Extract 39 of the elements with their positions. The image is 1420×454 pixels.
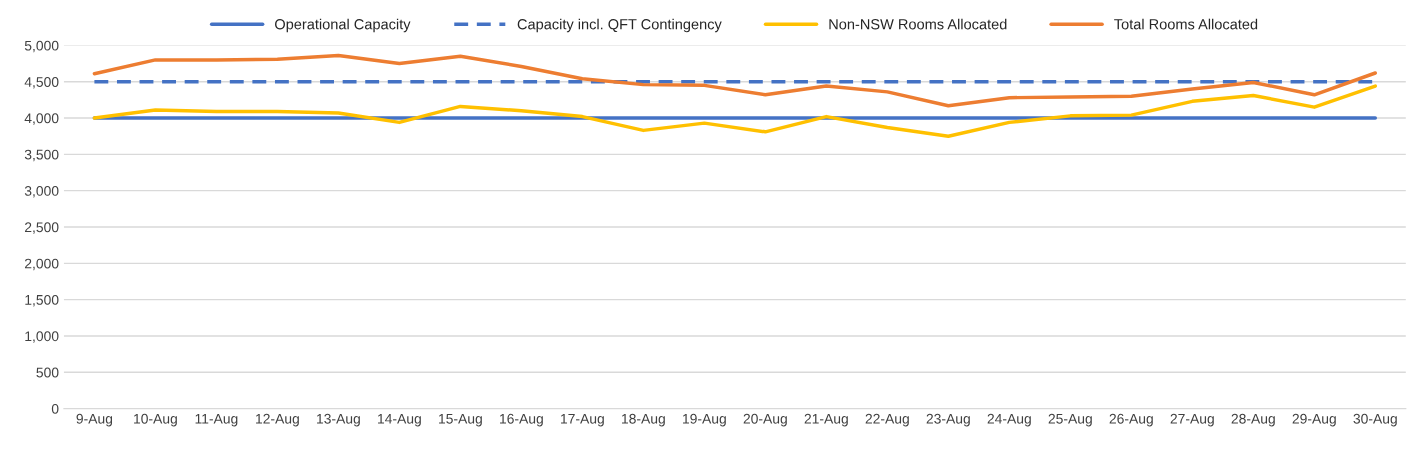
y-tick-label: 500 — [36, 367, 59, 378]
x-tick-label: 24-Aug — [987, 413, 1031, 427]
y-tick-label: 4,500 — [24, 77, 59, 89]
legend-label: Capacity incl. QFT Contingency — [517, 18, 722, 33]
x-tick-label: 30-Aug — [1353, 413, 1397, 427]
line-series — [92, 53, 1378, 108]
y-tick-label: 2,000 — [24, 258, 59, 271]
legend-label: Total Rooms Allocated — [1114, 18, 1258, 30]
x-tick-label: 9-Aug — [76, 413, 113, 427]
x-tick-label: 16-Aug — [500, 413, 543, 427]
x-tick-label: 14-Aug — [378, 413, 421, 427]
x-tick-label: 28-Aug — [1231, 413, 1275, 427]
x-tick-label: 13-Aug — [317, 413, 360, 427]
y-tick-label: 1,000 — [25, 331, 59, 343]
legend-label: Operational Capacity — [275, 18, 411, 33]
x-tick-label: 26-Aug — [1109, 413, 1153, 427]
y-tick-label: 5,000 — [24, 40, 59, 53]
x-tick-label: 20-Aug — [743, 413, 787, 427]
x-tick-label: 27-Aug — [1170, 413, 1214, 427]
x-tick-label: 10-Aug — [134, 413, 177, 427]
x-tick-label: 11-Aug — [195, 413, 238, 427]
x-tick-label: 18-Aug — [622, 413, 665, 427]
y-tick-label: 3,000 — [24, 186, 59, 198]
y-tick-label: 1,500 — [25, 294, 59, 307]
x-tick-label: 17-Aug — [561, 413, 604, 427]
x-tick-label: 19-Aug — [683, 413, 726, 427]
line-series — [92, 84, 1378, 138]
y-tick-label: 4,000 — [24, 113, 59, 125]
y-tick-label: 0 — [51, 403, 59, 414]
x-tick-label: 29-Aug — [1292, 413, 1336, 427]
x-tick-label: 21-Aug — [804, 413, 848, 427]
x-tick-label: 12-Aug — [256, 413, 299, 427]
x-tick-label: 15-Aug — [439, 413, 482, 427]
y-tick-label: 3,500 — [24, 149, 59, 162]
legend-label: Non-NSW Rooms Allocated — [829, 18, 1007, 30]
x-tick-label: 25-Aug — [1048, 413, 1092, 427]
x-tick-label: 22-Aug — [865, 413, 909, 427]
x-tick-label: 23-Aug — [926, 413, 970, 427]
y-tick-label: 2,500 — [24, 222, 59, 234]
